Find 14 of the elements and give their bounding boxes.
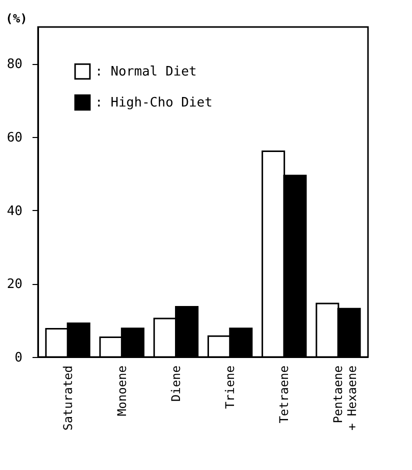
legend-label: : Normal Diet (95, 64, 197, 80)
y-tick-label: 0 (14, 350, 22, 366)
x-tick-label: Pentaene + Hexaene (331, 366, 360, 431)
y-axis-title: (%) (6, 12, 28, 26)
y-tick-label: 40 (6, 204, 22, 219)
legend-label: : High-Cho Diet (95, 96, 212, 110)
y-tick-label: 80 (6, 57, 22, 72)
x-tick-label: Monoene (114, 366, 129, 416)
x-tick-label: Diene (168, 366, 183, 402)
x-tick-label: Tetraene (277, 366, 292, 424)
y-tick-label: 20 (6, 277, 22, 292)
y-tick-label: 60 (6, 130, 22, 146)
x-tick-label: Saturated (60, 366, 75, 431)
x-tick-label: Triene (223, 366, 238, 409)
